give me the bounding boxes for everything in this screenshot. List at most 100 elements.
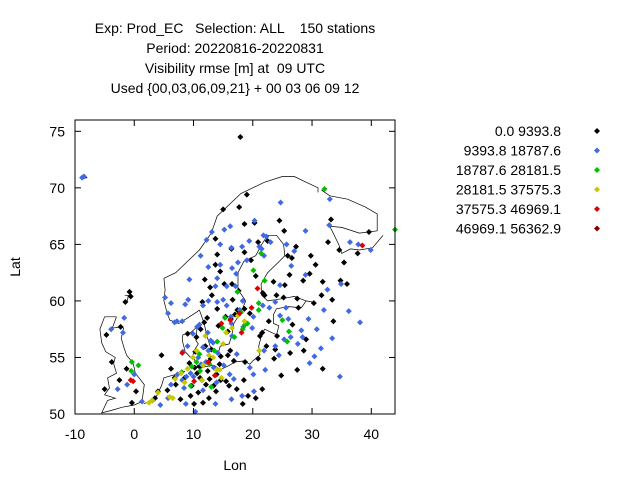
station-point xyxy=(326,196,333,203)
station-point xyxy=(181,379,188,386)
station-point xyxy=(123,365,130,372)
station-point xyxy=(284,252,291,259)
station-point xyxy=(203,236,210,243)
station-point xyxy=(226,382,233,389)
station-point xyxy=(202,332,209,339)
station-point xyxy=(250,371,257,378)
station-point xyxy=(103,331,110,338)
station-point xyxy=(359,242,366,249)
station-point xyxy=(205,358,212,365)
x-axis-label: Lon xyxy=(223,457,246,473)
station-point xyxy=(185,296,192,303)
station-point xyxy=(277,312,284,319)
station-point xyxy=(273,292,280,299)
station-point xyxy=(218,320,225,327)
station-point xyxy=(233,351,240,358)
station-point xyxy=(184,330,191,337)
station-point xyxy=(164,387,171,394)
station-point xyxy=(165,310,172,317)
station-point xyxy=(291,248,298,255)
station-point xyxy=(321,185,328,192)
station-point xyxy=(317,345,324,352)
station-point xyxy=(229,325,236,332)
station-point xyxy=(248,304,255,311)
legend-swatch xyxy=(594,147,600,154)
station-point xyxy=(223,283,230,290)
station-point xyxy=(213,379,220,386)
legend-swatch xyxy=(594,225,600,232)
station-point xyxy=(221,314,228,321)
station-point xyxy=(168,365,174,372)
station-point xyxy=(258,250,265,257)
station-point xyxy=(127,293,134,300)
station-point xyxy=(326,222,333,229)
station-point xyxy=(208,383,215,390)
station-point xyxy=(172,381,179,388)
station-point xyxy=(177,396,184,403)
station-point xyxy=(214,338,221,345)
station-point xyxy=(277,282,284,289)
chart-title: Exp: Prod_EC Selection: ALL 150 stations… xyxy=(0,18,470,98)
station-point xyxy=(267,239,274,246)
y-tick-label: 70 xyxy=(49,180,65,196)
station-point xyxy=(214,251,221,258)
station-point xyxy=(298,327,305,334)
station-point xyxy=(336,373,343,380)
station-point xyxy=(300,277,307,284)
station-point xyxy=(293,243,300,250)
station-point xyxy=(255,300,262,307)
station-point xyxy=(288,262,295,269)
station-point xyxy=(191,400,198,407)
station-point xyxy=(246,237,253,244)
station-point xyxy=(241,305,248,312)
station-point xyxy=(307,252,314,259)
station-point xyxy=(311,353,318,360)
station-point xyxy=(197,368,204,375)
station-point xyxy=(227,223,234,230)
station-point xyxy=(287,334,294,341)
station-point xyxy=(287,349,294,356)
station-point xyxy=(254,285,261,292)
station-point xyxy=(294,340,301,347)
y-tick-label: 55 xyxy=(49,349,65,365)
station-point xyxy=(201,276,208,283)
x-tick-label: 10 xyxy=(186,426,202,442)
station-point xyxy=(191,378,198,385)
station-point xyxy=(182,400,189,407)
station-point xyxy=(171,319,178,326)
station-point xyxy=(230,375,237,382)
station-point xyxy=(187,382,194,389)
station-point xyxy=(126,288,133,295)
station-point xyxy=(200,399,206,406)
station-point xyxy=(224,352,231,359)
station-point xyxy=(195,389,202,396)
station-point xyxy=(283,241,290,248)
station-point xyxy=(250,267,257,274)
station-point xyxy=(336,247,343,254)
station-point xyxy=(233,270,240,277)
station-point xyxy=(218,374,225,381)
station-point xyxy=(341,259,348,266)
station-point xyxy=(285,328,292,335)
station-point xyxy=(193,334,200,341)
station-point xyxy=(229,265,236,272)
station-point xyxy=(259,302,266,309)
station-point xyxy=(197,252,204,259)
station-point xyxy=(249,325,256,332)
coastline-path xyxy=(99,316,145,414)
coastline-path xyxy=(181,326,199,359)
station-point xyxy=(329,335,336,342)
legend-swatch xyxy=(594,167,600,173)
station-point xyxy=(217,268,224,275)
station-point xyxy=(207,284,214,291)
station-point xyxy=(344,280,350,287)
station-point xyxy=(128,358,135,365)
station-point xyxy=(193,358,200,365)
station-point xyxy=(169,395,176,402)
coastline-path xyxy=(163,176,319,279)
station-point xyxy=(238,329,245,336)
station-point xyxy=(212,283,219,290)
station-point xyxy=(158,352,165,359)
station-point xyxy=(193,347,200,354)
